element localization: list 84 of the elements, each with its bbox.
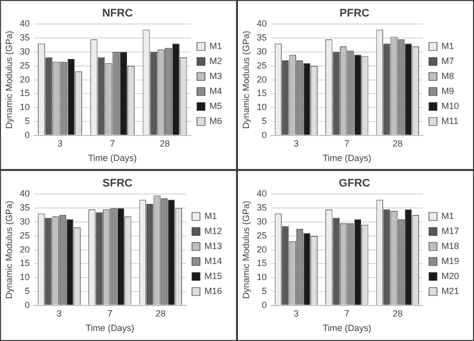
legend-label: M1: [441, 40, 454, 51]
legend-label: M11: [441, 116, 458, 126]
chart-title: NFRC: [102, 8, 133, 20]
x-tick-label: 7: [110, 138, 115, 148]
y-tick-label: 25: [256, 60, 267, 70]
x-axis-title: Time (Days): [322, 323, 372, 334]
legend-label: M9: [441, 86, 454, 96]
legend-label: M14: [204, 256, 222, 266]
y-axis-title: Dynamic Modulus (GPa): [240, 30, 251, 129]
legend-label: M6: [210, 116, 222, 126]
legend-label: M18: [441, 240, 460, 251]
y-tick-label: 30: [20, 216, 30, 226]
x-tick-label: 7: [344, 308, 350, 318]
y-tick-label: 35: [256, 202, 267, 213]
y-tick-label: 5: [24, 286, 30, 296]
x-axis-title: Time (Days): [86, 323, 134, 334]
y-tick-label: 40: [256, 188, 267, 199]
legend-label: M5: [210, 100, 222, 111]
y-tick-label: 30: [256, 46, 267, 56]
legend-label: M2: [210, 56, 222, 66]
x-tick-label: 28: [156, 308, 166, 318]
legend-label: M20: [441, 270, 460, 281]
y-tick-label: 15: [20, 258, 30, 268]
legend-label: M3: [210, 70, 222, 81]
y-tick-label: 40: [20, 18, 30, 29]
y-tick-label: 35: [20, 32, 30, 43]
y-tick-label: 10: [256, 102, 267, 112]
chart-title: SFRC: [102, 178, 133, 190]
y-axis-title: Dynamic Modulus (GPa): [240, 200, 251, 299]
y-axis-title: Dynamic Modulus (GPa): [4, 30, 14, 129]
x-tick-label: 28: [392, 308, 403, 318]
y-tick-label: 20: [256, 74, 267, 84]
legend-label: M4: [210, 86, 222, 96]
x-tick-label: 28: [392, 138, 403, 148]
y-tick-label: 5: [262, 286, 267, 296]
legend-label: M1: [441, 210, 454, 221]
y-tick-label: 5: [24, 116, 30, 126]
y-tick-label: 10: [256, 272, 267, 282]
legend-label: M8: [441, 70, 454, 81]
y-tick-label: 30: [20, 46, 30, 56]
y-tick-label: 25: [20, 230, 30, 240]
legend-label: M7: [441, 56, 454, 66]
y-tick-label: 30: [256, 216, 267, 226]
legend-label: M12: [204, 226, 222, 236]
y-tick-label: 0: [24, 130, 30, 140]
y-tick-label: 5: [262, 116, 267, 126]
y-tick-label: 40: [20, 188, 30, 199]
y-tick-label: 10: [20, 272, 30, 282]
y-tick-label: 25: [20, 60, 30, 70]
chart-title: GFRC: [338, 178, 370, 190]
legend-label: M19: [441, 256, 460, 266]
y-tick-label: 0: [24, 300, 30, 310]
x-tick-label: 3: [294, 138, 299, 148]
y-tick-label: 20: [20, 244, 30, 254]
y-tick-label: 10: [20, 102, 30, 112]
x-tick-label: 7: [107, 308, 112, 318]
x-tick-label: 7: [344, 138, 350, 148]
y-tick-label: 0: [262, 130, 267, 140]
y-tick-label: 15: [256, 88, 267, 98]
y-tick-label: 15: [256, 258, 267, 268]
y-tick-label: 15: [20, 88, 30, 98]
y-axis-title: Dynamic Modulus (GPa): [4, 200, 14, 299]
legend-label: M13: [204, 240, 222, 251]
y-tick-label: 20: [20, 74, 30, 84]
y-tick-label: 25: [256, 230, 267, 240]
x-tick-label: 3: [58, 138, 63, 148]
legend-label: M1: [210, 40, 222, 51]
y-tick-label: 35: [256, 32, 267, 43]
legend-label: M1: [204, 210, 218, 221]
legend-label: M17: [441, 226, 460, 236]
legend-label: M21: [441, 286, 460, 296]
x-axis-title: Time (Days): [322, 153, 372, 164]
y-tick-label: 20: [256, 244, 267, 254]
x-tick-label: 3: [294, 308, 299, 318]
y-tick-label: 0: [262, 300, 267, 310]
x-tick-label: 3: [56, 308, 62, 318]
y-tick-label: 35: [20, 202, 30, 213]
legend-label: M16: [204, 286, 222, 296]
x-axis-title: Time (Days): [88, 153, 137, 164]
chart-title: PFRC: [340, 8, 370, 20]
legend-label: M15: [204, 270, 222, 281]
legend-label: M10: [441, 100, 460, 111]
y-tick-label: 40: [256, 18, 267, 29]
x-tick-label: 28: [160, 138, 170, 148]
